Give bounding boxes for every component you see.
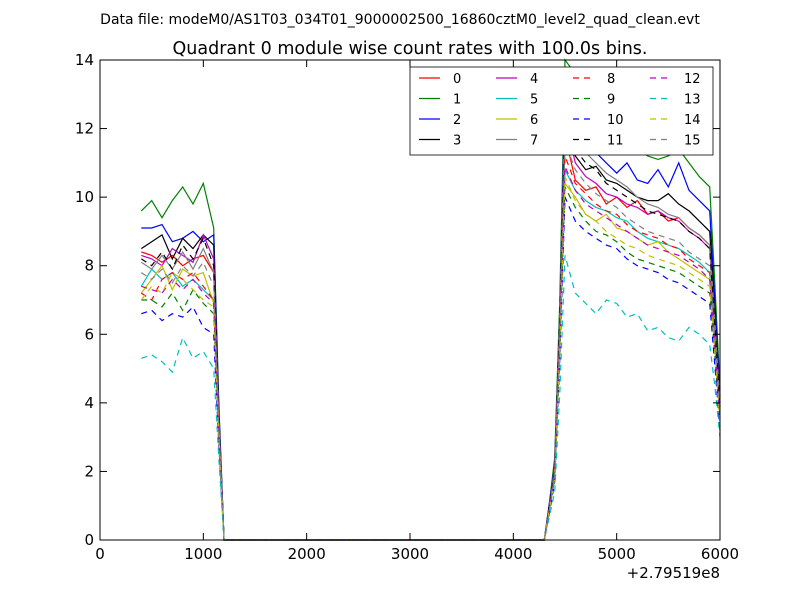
x-tick-label: 0: [95, 545, 105, 563]
legend-box: [409, 66, 714, 156]
y-tick-label: 14: [75, 51, 94, 69]
legend-label-0: 0: [453, 72, 461, 87]
y-tick-label: 10: [75, 188, 94, 206]
legend-label-10: 10: [607, 113, 624, 128]
y-tick-label: 8: [84, 257, 94, 275]
y-tick-label: 0: [84, 531, 94, 549]
x-tick-label: 4000: [494, 545, 532, 563]
series-line-11: [140, 121, 721, 541]
series-line-13: [141, 255, 721, 541]
series-line-12: [141, 166, 721, 541]
series-line-3: [140, 124, 721, 541]
series-line-9: [141, 186, 721, 541]
y-tick-label: 12: [75, 120, 94, 138]
legend-label-5: 5: [530, 93, 538, 108]
series-line-14: [140, 176, 721, 541]
series-line-5: [140, 169, 721, 541]
legend-label-11: 11: [607, 134, 624, 149]
legend-label-2: 2: [453, 113, 461, 128]
legend-label-8: 8: [607, 72, 615, 87]
chart-title: Quadrant 0 module wise count rates with …: [173, 39, 648, 59]
y-tick-label: 2: [84, 462, 94, 480]
legend-label-7: 7: [530, 134, 538, 149]
series-line-10: [141, 196, 721, 541]
chart-suptitle: Data file: modeM0/AS1T03_034T01_90000025…: [100, 12, 700, 28]
x-tick-label: 3000: [391, 545, 429, 563]
series-line-7: [140, 111, 721, 541]
x-tick-label: 1000: [184, 545, 222, 563]
series-line-8: [140, 155, 721, 541]
x-tick-label: 2000: [288, 545, 326, 563]
legend-label-12: 12: [684, 72, 701, 87]
legend-label-14: 14: [684, 113, 701, 128]
legend-label-15: 15: [684, 134, 701, 149]
series-line-6: [140, 181, 721, 541]
legend-label-13: 13: [684, 93, 701, 108]
legend-label-1: 1: [453, 93, 461, 108]
series-line-4: [141, 118, 721, 541]
legend-label-4: 4: [530, 72, 538, 87]
y-tick-label: 6: [84, 325, 94, 343]
legend-label-9: 9: [607, 93, 615, 108]
legend-label-6: 6: [530, 113, 538, 128]
series-line-15: [140, 142, 721, 541]
x-tick-label: 6000: [701, 545, 739, 563]
y-tick-label: 4: [84, 394, 94, 412]
x-tick-label: 5000: [598, 545, 636, 563]
legend-label-3: 3: [453, 134, 461, 149]
series-line-0: [141, 135, 721, 541]
x-offset-label: +2.79519e8: [627, 564, 720, 582]
